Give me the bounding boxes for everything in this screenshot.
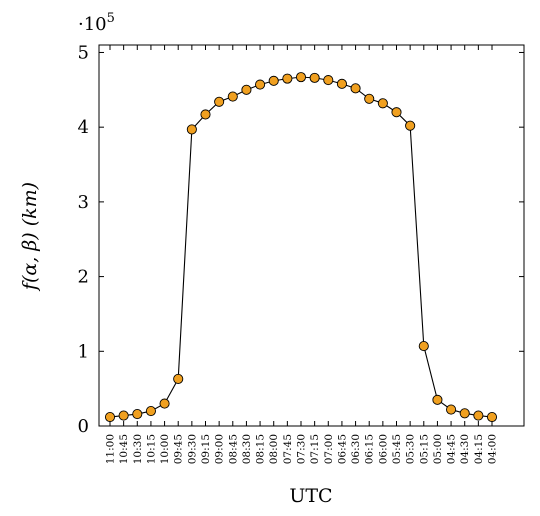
x-tick-label: 06:00: [377, 434, 389, 464]
y-axis-label: f(α, β) (km): [19, 182, 41, 292]
data-point: [377, 98, 388, 109]
data-point: [227, 91, 238, 102]
y-tick-label: 1: [78, 341, 89, 362]
data-point: [145, 406, 156, 417]
data-point: [459, 408, 470, 419]
y-tick-label: 2: [78, 267, 89, 288]
data-point: [214, 96, 225, 107]
y-tick-label: 5: [78, 42, 89, 63]
x-tick-label: 05:15: [418, 434, 430, 464]
x-tick-label: 07:15: [309, 434, 321, 464]
data-point: [405, 120, 416, 131]
data-point: [364, 93, 375, 104]
data-point: [159, 398, 170, 409]
y-tick-label: 3: [78, 192, 89, 213]
x-tick-label: 04:15: [473, 434, 485, 464]
x-tick-label: 09:15: [200, 434, 212, 464]
data-line: [109, 76, 493, 418]
x-tick-label: 07:00: [323, 434, 335, 464]
data-point: [104, 411, 116, 423]
y-multiplier: ·105: [78, 11, 115, 35]
x-tick-label: 04:30: [459, 434, 471, 464]
x-tick-label: 08:00: [268, 434, 280, 464]
data-point: [295, 72, 307, 83]
x-tick-label: 08:15: [255, 434, 267, 464]
x-tick-label: 04:00: [487, 434, 499, 464]
x-tick-label: 05:30: [405, 434, 417, 464]
data-point: [473, 410, 484, 421]
x-tick-label: 09:00: [214, 434, 226, 464]
data-point: [309, 72, 320, 83]
x-tick-label: 09:45: [173, 434, 185, 464]
x-tick-label: 05:00: [432, 434, 444, 464]
x-tick-label: 06:45: [336, 434, 348, 464]
x-axis: 11:00 10:45 10:30 10:15 10:00 09:45 09:30 09:15…: [105, 45, 499, 464]
data-point: [200, 109, 211, 120]
x-tick-label: 10:00: [159, 434, 171, 464]
x-tick-label: 11:00: [105, 434, 117, 464]
x-tick-label: 08:45: [227, 434, 239, 464]
x-tick-label: 06:15: [364, 434, 376, 464]
series-line: [109, 76, 493, 418]
x-tick-label: 08:30: [241, 434, 253, 464]
x-tick-label: 10:15: [145, 434, 157, 464]
x-tick-label: 04:45: [446, 434, 458, 464]
x-tick-label: 09:30: [186, 434, 198, 464]
data-point: [255, 79, 266, 90]
series-points: [104, 72, 498, 423]
data-point: [446, 404, 457, 415]
data-point: [268, 75, 279, 86]
plot-frame: [98, 44, 525, 427]
x-tick-label: 07:30: [296, 434, 308, 464]
x-tick-label: 05:45: [391, 434, 403, 464]
data-point: [186, 124, 197, 135]
y-tick-label: 4: [78, 117, 89, 138]
x-tick-label: 06:30: [350, 434, 362, 464]
data-point: [391, 107, 402, 118]
x-tick-label: 07:45: [282, 434, 294, 464]
data-point: [323, 75, 334, 86]
y-axis: 0 1 2 3 4 5: [78, 42, 524, 437]
data-point: [173, 373, 184, 384]
x-tick-label: 10:30: [132, 434, 144, 464]
data-point: [336, 78, 347, 89]
data-point: [132, 408, 143, 420]
data-point: [282, 73, 293, 84]
x-axis-label: UTC: [289, 485, 332, 507]
data-point: [118, 410, 129, 421]
data-point: [486, 411, 498, 423]
x-tick-label: 10:45: [118, 434, 130, 464]
data-point: [418, 341, 429, 352]
data-point: [241, 84, 252, 95]
y-tick-label: 0: [78, 416, 89, 437]
data-point: [350, 83, 361, 94]
data-point: [432, 394, 443, 405]
